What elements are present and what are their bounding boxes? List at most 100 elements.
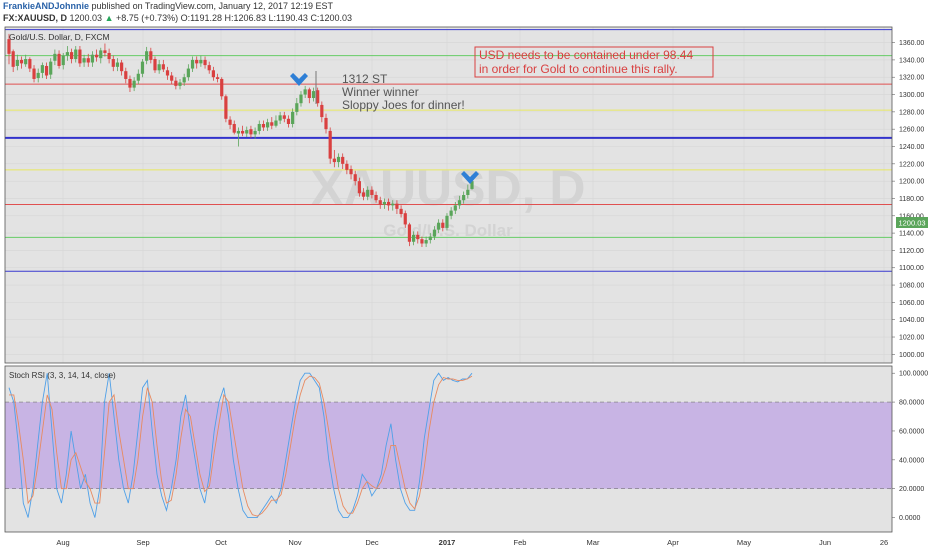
stoch-tick-label: 40.0000 xyxy=(899,457,924,464)
time-axis[interactable]: Aug Sep Oct Nov Dec 2017 Feb Mar Apr May Jun 26 xyxy=(56,538,888,547)
candle-body xyxy=(140,61,145,74)
symbol-info: FX:XAUUSD, D 1200.03 ▲ +8.75 (+0.73%) O:… xyxy=(3,13,352,23)
stoch-axis[interactable]: 100.0000 80.0000 60.0000 40.0000 20.0000 0.00… xyxy=(892,371,928,522)
candle-body xyxy=(15,59,19,66)
candle-body xyxy=(416,234,420,240)
candle-body xyxy=(266,122,270,128)
stoch-tick-label: 60.0000 xyxy=(899,428,924,435)
arrow-down-icon[interactable] xyxy=(461,171,479,184)
candle-body xyxy=(366,189,370,197)
candle-body xyxy=(24,59,28,65)
candle-body xyxy=(412,234,416,242)
candle-body xyxy=(165,70,170,76)
author-link[interactable]: FrankieANDJohnnie xyxy=(3,1,90,11)
stoch-series-line xyxy=(9,375,473,517)
ohlc-open: O:1191.28 xyxy=(180,13,222,23)
candle-body xyxy=(324,117,328,130)
candle-body xyxy=(136,73,140,81)
candle-body xyxy=(44,65,49,76)
candle-body xyxy=(466,189,470,195)
arrow-down-icon[interactable] xyxy=(290,73,308,86)
horizontal-levels xyxy=(5,29,892,272)
candle-body xyxy=(240,130,245,134)
candle-body xyxy=(328,130,332,159)
candle-body xyxy=(332,158,336,163)
stoch-series-line xyxy=(8,372,473,519)
price-tick-label: 1360.00 xyxy=(899,40,924,47)
usd-annotation-box xyxy=(474,46,714,78)
candle-body xyxy=(220,78,224,97)
price-tick-label: 1120.00 xyxy=(899,248,924,255)
candle-body xyxy=(174,80,178,86)
candle-body xyxy=(249,129,253,135)
candle-body xyxy=(145,51,149,61)
candle-body xyxy=(470,181,474,189)
trade-note[interactable]: 1312 ST Winner winner Sloppy Joes for di… xyxy=(315,71,465,112)
candle-body xyxy=(74,49,78,60)
price-axis[interactable]: 1000.00 1020.00 1040.00 1060.00 1080.00 1100.… xyxy=(892,40,924,359)
time-tick-label: Sep xyxy=(136,538,149,547)
candle-body xyxy=(195,59,199,64)
candle-body xyxy=(307,89,311,99)
price-tick-label: 1280.00 xyxy=(899,109,924,116)
candle-body xyxy=(124,71,128,79)
time-tick-label: Dec xyxy=(365,538,379,547)
candle-body xyxy=(86,58,90,63)
candle-body xyxy=(391,203,395,206)
price-tick-label: 1220.00 xyxy=(899,161,924,168)
stoch-tick-label: 20.0000 xyxy=(899,486,924,493)
price-tick-label: 1140.00 xyxy=(899,231,924,238)
candles xyxy=(7,33,474,247)
candle-body xyxy=(303,89,307,95)
time-tick-label: Apr xyxy=(667,538,679,547)
candle-body xyxy=(128,78,132,88)
candle-body xyxy=(462,195,466,201)
note-line-3: Sloppy Joes for dinner! xyxy=(342,98,465,112)
candle-body xyxy=(203,59,207,66)
last-price-tag-box xyxy=(896,217,928,228)
candle-body xyxy=(311,91,316,99)
symbol-label[interactable]: FX:XAUUSD, D xyxy=(3,13,68,23)
price-tick-label: 1300.00 xyxy=(899,92,924,99)
candle-body xyxy=(32,68,36,79)
candle-body xyxy=(445,215,449,228)
stoch-lines xyxy=(5,372,892,519)
time-tick-label: Jun xyxy=(819,538,831,547)
time-tick-label: Mar xyxy=(587,538,600,547)
candle-body xyxy=(19,59,24,64)
price-pane-grid xyxy=(5,27,892,363)
candle-body xyxy=(36,72,40,79)
candle-body xyxy=(207,65,211,71)
price-tick-label: 1160.00 xyxy=(899,213,924,220)
price-tick-label: 1080.00 xyxy=(899,283,924,290)
candle-body xyxy=(107,52,111,60)
candle-body xyxy=(82,58,86,63)
price-pane-border xyxy=(4,26,893,364)
candle-body xyxy=(170,75,174,81)
candle-body xyxy=(432,229,437,237)
candle-body xyxy=(157,64,161,71)
arrow-down-icon-outline xyxy=(461,171,479,184)
pane-title: Gold/U.S. Dollar, D, FXCM xyxy=(9,32,110,42)
candle-body xyxy=(78,49,82,64)
candle-body xyxy=(190,59,195,69)
price-tick-label: 1340.00 xyxy=(899,57,924,64)
candle-body xyxy=(341,156,345,164)
candle-body xyxy=(453,205,457,211)
candle-body xyxy=(291,111,295,124)
usd-annotation[interactable]: USD needs to be contained under 98.44 in… xyxy=(474,46,714,78)
stoch-tick-label: 0.0000 xyxy=(899,515,921,522)
candle-body xyxy=(232,123,236,133)
price-tick-label: 1260.00 xyxy=(899,127,924,134)
publish-text: published on TradingView.com, January 12… xyxy=(91,1,334,11)
candle-body xyxy=(99,50,103,59)
stoch-tick-label: 80.0000 xyxy=(899,400,924,407)
candle-body xyxy=(94,54,99,58)
candle-body xyxy=(424,240,428,244)
candle-body xyxy=(57,53,61,66)
candle-body xyxy=(361,192,366,197)
price-tick-label: 1180.00 xyxy=(899,196,924,203)
candle-body xyxy=(90,54,95,63)
candle-body xyxy=(149,51,153,60)
